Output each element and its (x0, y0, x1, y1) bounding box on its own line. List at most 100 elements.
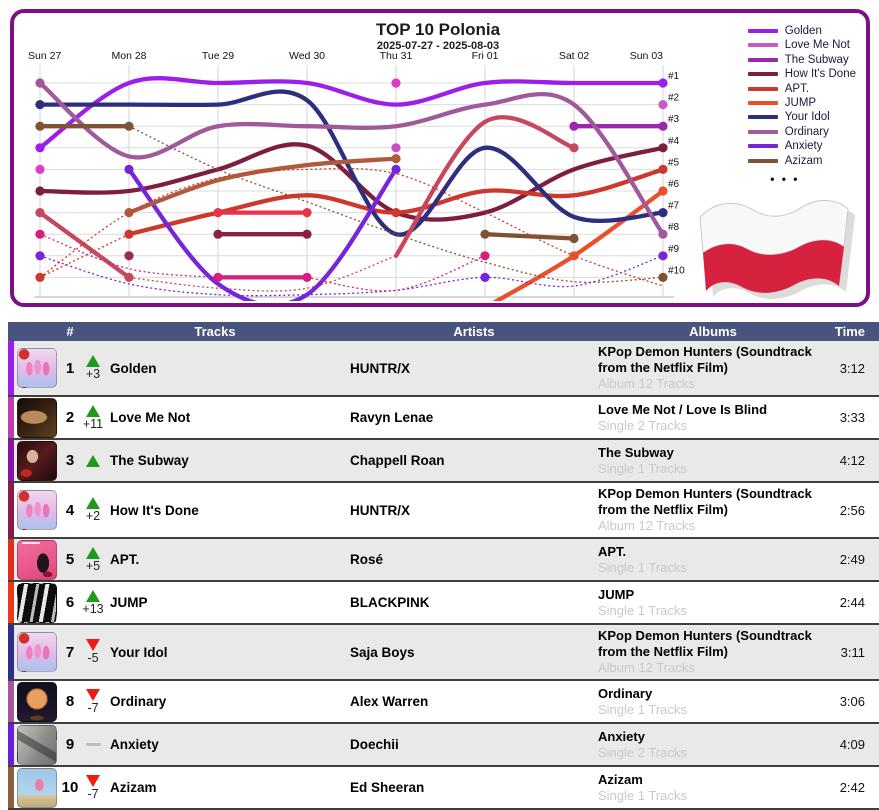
album-art-cell (14, 539, 60, 580)
legend-swatch (747, 100, 778, 105)
legend-swatch (747, 43, 778, 48)
album-cell: KPop Demon Hunters (Soundtrack from the … (598, 341, 828, 395)
table-row-anxiety[interactable]: 9 Anxiety Doechii Anxiety Single 2 Tracks 4:0… (8, 722, 879, 765)
table-body: 1 +3 Golden HUNTR/X KPop Demon Hunters (Soun… (8, 341, 879, 808)
rank-number: 2 (65, 409, 75, 426)
table-row-your-idol[interactable]: 7 -5 Your Idol Saja Boys KPop Demon Hunters … (8, 623, 879, 679)
series-dot-other-5 (391, 143, 401, 153)
chart-title: TOP 10 Polonia (376, 20, 501, 39)
rank-color-bar (8, 341, 14, 395)
header-cell-tracks: Tracks (194, 324, 236, 339)
legend-swatch (747, 72, 778, 77)
legend-item-anxiety[interactable]: Anxiety (747, 140, 856, 153)
series-dot-ordinary (35, 78, 45, 88)
track-time: 2:56 (839, 502, 865, 518)
album-title: Ordinary (598, 685, 653, 701)
artist-name: Rosé (350, 552, 384, 567)
x-tick-label: Sat 02 (559, 50, 590, 62)
rank-change: +13 (80, 582, 106, 623)
legend-more-dots[interactable]: • • • (770, 171, 800, 186)
album-cell: APT. Single 1 Tracks (598, 539, 828, 580)
series-dot-golden (35, 143, 45, 153)
series-dot-other-3 (213, 272, 223, 282)
album-art-ordinary (17, 681, 57, 722)
change-up-icon (86, 497, 100, 509)
artist-name: Doechii (350, 737, 399, 752)
track-name: How It's Done (110, 502, 199, 518)
rank-change (80, 440, 106, 481)
legend-swatch (747, 115, 778, 120)
legend-item-how-it-s-done[interactable]: How It's Done (747, 68, 856, 80)
track-time: 3:11 (840, 644, 865, 660)
album-art-kpop (17, 348, 57, 388)
change-delta: +13 (82, 601, 104, 616)
series-dot-the-subway (658, 121, 668, 131)
x-tick-label: Tue 29 (202, 50, 234, 62)
table-row-how-it-s-done[interactable]: 4 +2 How It's Done HUNTR/X KPop Demon Hunter… (8, 481, 879, 537)
table-row-love-me-not[interactable]: 2 +11 Love Me Not Ravyn Lenae Love Me Not / … (8, 395, 879, 438)
x-tick-label: Fri 01 (472, 50, 499, 62)
rank-label: #3 (668, 114, 680, 125)
album-subtitle: Album 12 Tracks (598, 376, 695, 391)
rank-label: #8 (668, 222, 680, 233)
legend-item-your-idol[interactable]: Your Idol (747, 111, 856, 123)
album-art-cell (14, 724, 60, 765)
chart-panel: Sun 27 Mon 28 Tue 29 Wed 30 Thu 31 Fri 01 Sat … (10, 9, 870, 310)
series-dot-apt- (391, 208, 401, 218)
legend-item-the-subway[interactable]: The Subway (747, 54, 856, 66)
album-title: Azizam (598, 771, 643, 787)
album-cell: Love Me Not / Love Is Blind Single 2 Trac… (598, 397, 828, 438)
rank-number: 4 (65, 501, 75, 519)
table-row-jump[interactable]: 6 +13 JUMP BLACKPINK JUMP Single 1 Tracks 2:44 (8, 580, 879, 623)
legend-label: Golden (784, 25, 822, 37)
legend-item-golden[interactable]: Golden (747, 25, 856, 37)
legend-item-azizam[interactable]: Azizam (747, 154, 856, 167)
table-row-the-subway[interactable]: 3 The Subway Chappell Roan The Subway Single… (8, 438, 879, 481)
track-time: 3:33 (839, 410, 865, 425)
rank-label: #5 (668, 157, 680, 168)
series-dot-other-6 (124, 208, 134, 218)
change-delta: -7 (87, 700, 99, 715)
track-name: The Subway (110, 453, 189, 468)
rank-label: #9 (668, 244, 680, 255)
series-dot-other-7 (302, 229, 312, 239)
table-row-azizam[interactable]: 10 -7 Azizam Ed Sheeran Azizam Single 1 Track… (8, 765, 879, 808)
legend-item-ordinary[interactable]: Ordinary (747, 126, 856, 138)
track-time: 4:09 (839, 737, 865, 752)
series-line-apt- (39, 233, 130, 278)
album-art-anxiety (17, 724, 57, 765)
table-row-apt-[interactable]: 5 +5 APT. Rosé APT. Single 1 Tracks 2:49 (8, 537, 879, 580)
album-cell: Azizam Single 1 Tracks (598, 767, 828, 808)
legend-label: JUMP (784, 96, 817, 109)
change-up-icon (86, 355, 100, 367)
series-dot-love-me-not (658, 100, 668, 110)
rank-color-bar (8, 483, 14, 537)
rank-change (80, 724, 106, 765)
table-row-golden[interactable]: 1 +3 Golden HUNTR/X KPop Demon Hunters (Soun… (8, 341, 879, 395)
legend-label: Anxiety (784, 140, 823, 153)
album-cell: The Subway Single 1 Tracks (598, 440, 828, 481)
track-time: 2:49 (839, 552, 865, 567)
series-dot-azizam (658, 272, 668, 282)
album-art-cell (14, 582, 60, 623)
rank-color-bar (8, 625, 14, 679)
legend-item-apt-[interactable]: APT. (747, 82, 856, 95)
series-dot-azizam (480, 229, 490, 239)
artist-name: HUNTR/X (350, 360, 410, 376)
series-dot-other-1 (124, 272, 134, 282)
page: { "chart": { "title": "TOP 10 Polonia", … (8, 9, 879, 810)
legend-label: APT. (784, 82, 810, 95)
series-line-anxiety (39, 255, 664, 297)
series-dot-other-4 (391, 78, 401, 88)
album-subtitle: Single 1 Tracks (598, 460, 687, 476)
legend-item-love-me-not[interactable]: Love Me Not (747, 39, 856, 51)
rank-label: #7 (668, 201, 680, 212)
table-row-ordinary[interactable]: 8 -7 Ordinary Alex Warren Ordinary Single 1 T… (8, 679, 879, 722)
top10-table: # Tracks Artists Albums Time 1 +3 Golden HU… (8, 322, 879, 810)
change-delta: +3 (85, 367, 101, 381)
legend-item-jump[interactable]: JUMP (747, 96, 856, 109)
legend-swatch (747, 158, 778, 163)
legend-label: Azizam (784, 154, 823, 167)
rank-color-bar (8, 724, 14, 765)
rank-change: +5 (80, 539, 106, 580)
